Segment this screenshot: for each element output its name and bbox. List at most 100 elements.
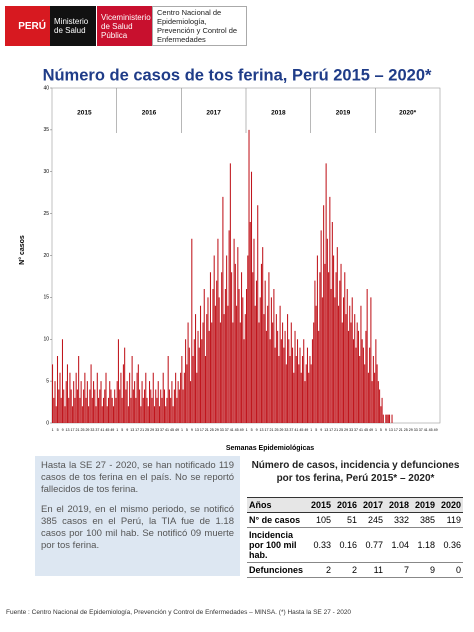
bar xyxy=(264,280,266,423)
x-tick-label: 41 xyxy=(359,428,363,432)
bar xyxy=(139,389,141,423)
bar xyxy=(180,372,182,423)
x-tick-label: 13 xyxy=(195,428,199,432)
x-tick-label: 41 xyxy=(100,428,104,432)
bar xyxy=(367,372,369,423)
bar xyxy=(78,356,80,423)
bar xyxy=(226,255,228,423)
bar xyxy=(236,305,238,423)
bar xyxy=(338,305,340,423)
bar xyxy=(344,272,346,423)
bar xyxy=(79,397,81,423)
bar xyxy=(219,322,221,423)
cell: 7 xyxy=(385,562,411,578)
bar xyxy=(186,364,188,423)
cell: 51 xyxy=(333,512,359,528)
bar xyxy=(241,272,243,423)
x-tick-label: 29 xyxy=(215,428,219,432)
x-tick-label: 33 xyxy=(90,428,94,432)
cell: 385 xyxy=(411,512,437,528)
x-tick-label: 9 xyxy=(385,428,387,432)
x-tick-label: 29 xyxy=(409,428,413,432)
x-tick-label: 41 xyxy=(294,428,298,432)
bar xyxy=(346,289,348,423)
x-tick-label: 45 xyxy=(299,428,303,432)
bar xyxy=(134,381,136,423)
x-axis-label: Semanas Epidemiológicas xyxy=(226,445,314,452)
row-label: Incidencia por 100 mil hab. xyxy=(247,527,307,563)
bar xyxy=(125,389,127,423)
bar xyxy=(176,397,178,423)
bar xyxy=(96,372,98,423)
bar xyxy=(263,314,265,423)
bar xyxy=(218,297,220,423)
cell: 1.18 xyxy=(411,527,437,563)
bar xyxy=(298,364,300,423)
bar xyxy=(250,171,253,423)
table-title: Número de casos, incidencia y defuncione… xyxy=(251,460,460,484)
bar xyxy=(292,347,294,423)
x-tick-label: 37 xyxy=(160,428,164,432)
bar xyxy=(296,339,299,423)
x-tick-label: 49 xyxy=(240,428,244,432)
bar xyxy=(277,330,279,423)
bar xyxy=(275,314,277,423)
bar xyxy=(119,389,121,423)
bar xyxy=(201,339,203,423)
x-tick-label: 1 xyxy=(116,428,118,432)
x-tick-label: 1 xyxy=(181,428,183,432)
bar xyxy=(71,406,73,423)
cell: 9 xyxy=(411,562,437,578)
bar xyxy=(88,406,90,423)
bar xyxy=(352,339,355,423)
bar xyxy=(377,381,379,423)
bar xyxy=(360,305,362,423)
bar xyxy=(331,222,333,423)
bar xyxy=(56,356,59,423)
footer: Fuente : Centro Nacional de Epidemiologí… xyxy=(6,609,352,616)
bar xyxy=(161,397,163,423)
x-tick-label: 29 xyxy=(150,428,154,432)
logo-vice: Viceministerio de Salud Pública xyxy=(97,6,152,46)
bar xyxy=(243,339,245,423)
bar xyxy=(59,372,61,423)
year-label: 2019 xyxy=(336,110,351,117)
bar xyxy=(375,339,377,423)
bar xyxy=(347,330,350,423)
table-row: N° de casos 105 51 245 332 385 119 xyxy=(247,512,463,528)
bar xyxy=(259,297,261,423)
bar xyxy=(149,381,151,423)
bar xyxy=(173,389,175,423)
bar xyxy=(329,196,331,423)
bar xyxy=(166,397,168,423)
bar xyxy=(267,305,269,423)
bar xyxy=(80,381,82,423)
bar xyxy=(86,381,88,423)
x-tick-label: 25 xyxy=(145,428,149,432)
bar xyxy=(112,406,114,423)
bar xyxy=(102,397,105,423)
bar xyxy=(294,330,296,423)
x-tick-label: 13 xyxy=(324,428,328,432)
bar xyxy=(209,272,211,423)
bar xyxy=(160,389,162,423)
bar xyxy=(321,297,323,423)
bar xyxy=(185,339,187,423)
row-label: Defunciones xyxy=(247,562,307,578)
x-tick-label: 33 xyxy=(220,428,224,432)
cell: 332 xyxy=(385,512,411,528)
bar xyxy=(280,339,282,423)
bar xyxy=(249,222,251,423)
bar xyxy=(376,364,378,423)
bar xyxy=(303,339,305,423)
bar xyxy=(351,297,353,423)
bar xyxy=(350,322,352,423)
bar xyxy=(223,314,225,423)
bar xyxy=(111,397,113,423)
bar xyxy=(109,381,111,423)
bar xyxy=(151,397,153,423)
bar xyxy=(310,364,312,423)
bar xyxy=(206,314,208,423)
x-tick-label: 41 xyxy=(165,428,169,432)
bar xyxy=(232,322,234,423)
